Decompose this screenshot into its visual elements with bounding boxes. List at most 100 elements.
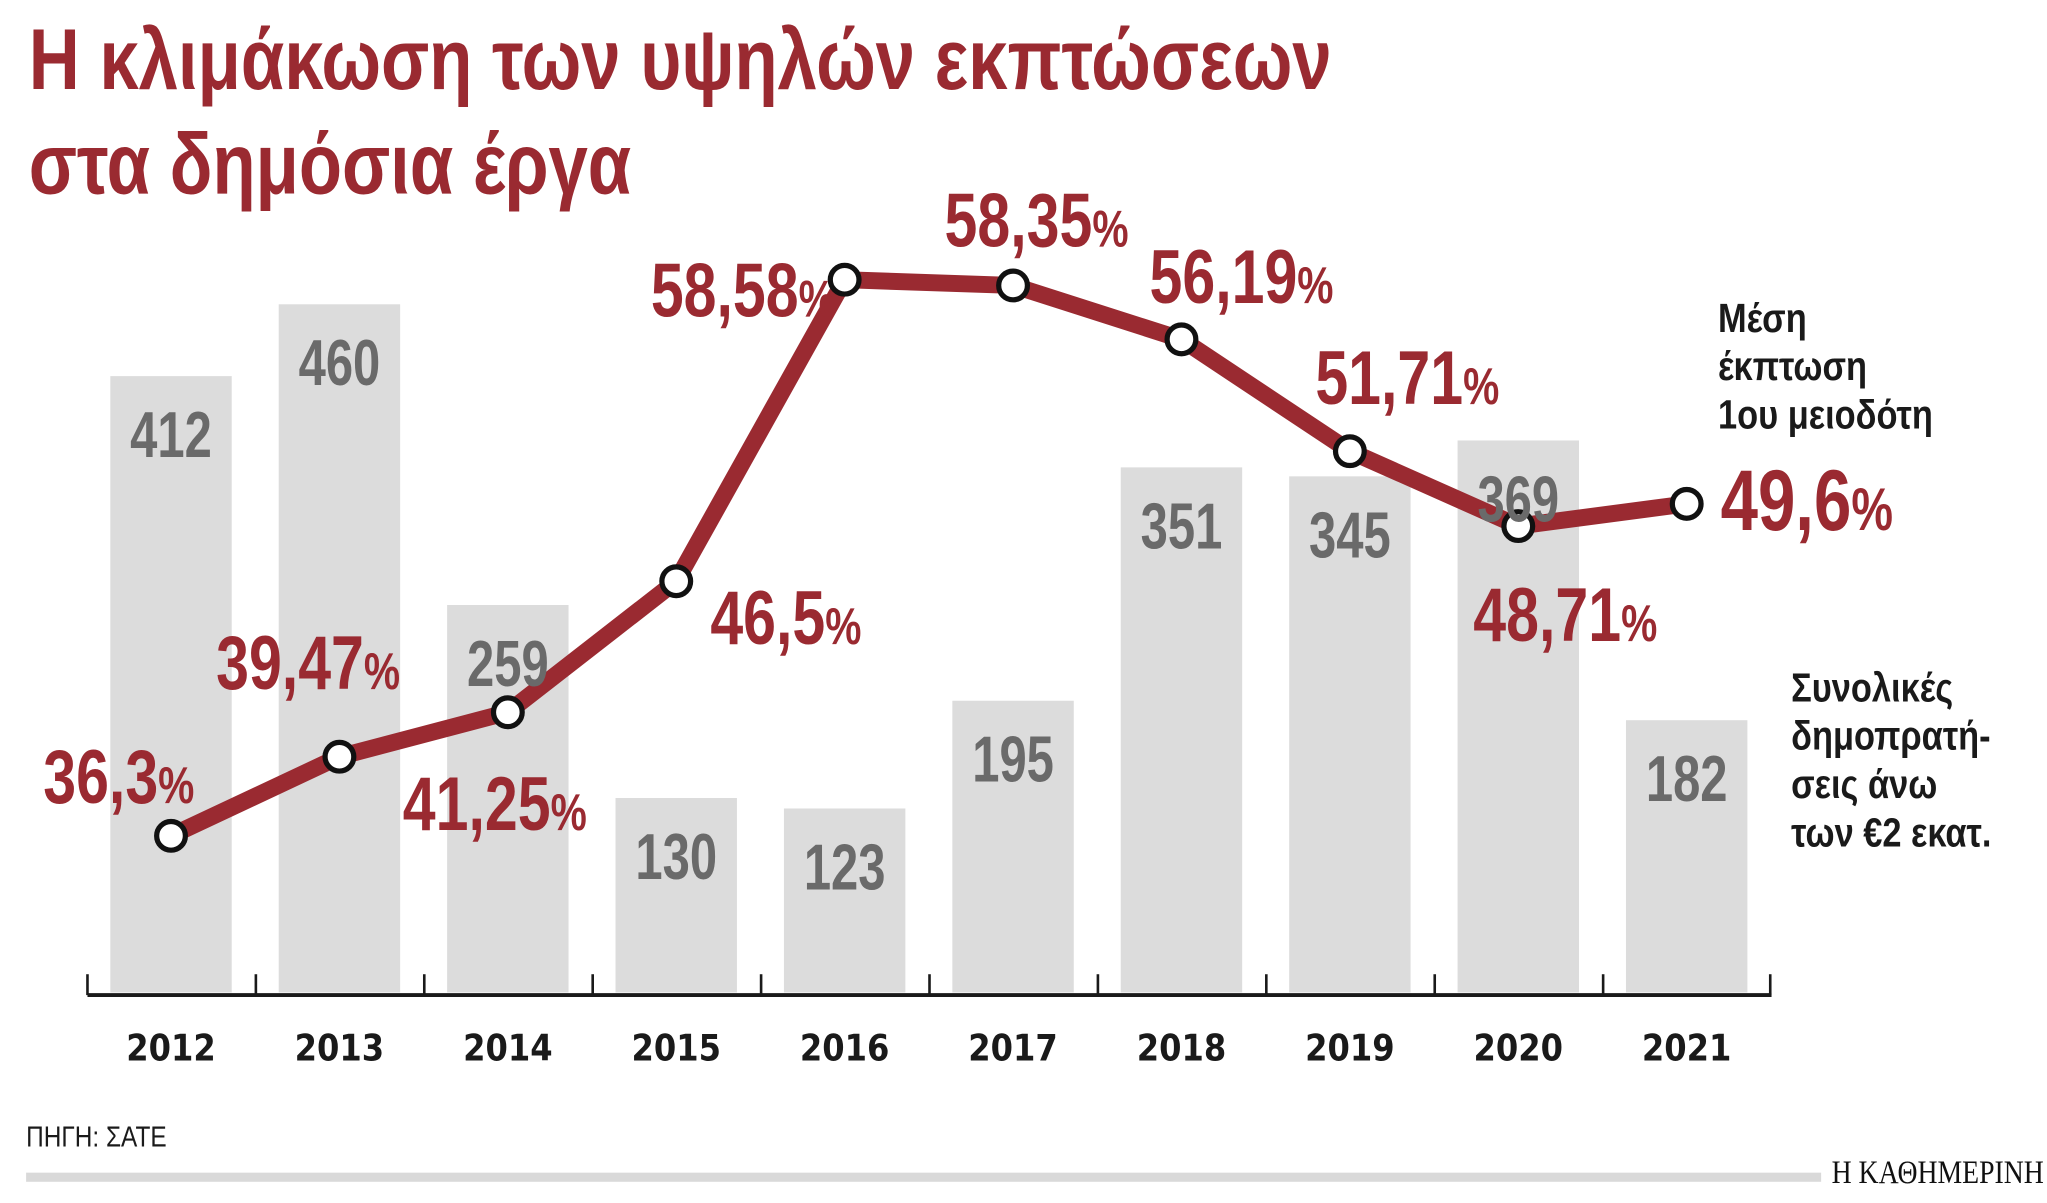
x-tick-label-2020: 2020 (1474, 1027, 1564, 1069)
line-label-2020: 48,71% (1473, 574, 1657, 658)
chart-title: Η κλιμάκωση των υψηλών εκπτώσεων στα δημ… (29, 11, 1332, 212)
bar-label-2012: 412 (130, 399, 212, 471)
line-label-unit: % (1092, 199, 1128, 257)
line-label-2017: 58,35% (945, 179, 1129, 263)
line-marker-2019 (1332, 434, 1367, 469)
bar-label-2021: 182 (1646, 743, 1728, 815)
line-series (154, 262, 1704, 853)
line-label-unit: % (825, 597, 861, 655)
svg-text:36,3%: 36,3% (43, 736, 194, 820)
bar-label-2017: 195 (972, 724, 1054, 796)
x-tick-label-2012: 2012 (126, 1027, 216, 1069)
bar-2017 (952, 700, 1074, 993)
line-marker-2015 (659, 564, 694, 599)
legend-bars: Συνολικές δημοπρατή- σεις άνω των €2 εκα… (1791, 665, 1991, 855)
line-label-2021: 49,6% (1721, 453, 1893, 549)
legend-line-text-3: 1ου μειοδότη (1718, 392, 1933, 437)
x-tick-label-2014: 2014 (463, 1027, 553, 1069)
line-label-value: 39,47 (216, 622, 364, 706)
bar-label-2015: 130 (635, 821, 717, 893)
line-label-2014: 41,25% (403, 763, 587, 847)
line-label-value: 56,19 (1150, 236, 1298, 320)
footer-rule (26, 1172, 1822, 1182)
x-tick-label-2016: 2016 (800, 1027, 890, 1069)
line-label-unit: % (158, 756, 194, 814)
line-label-value: 41,25 (403, 763, 551, 847)
bar-label-2014: 259 (467, 628, 549, 700)
line-label-value: 49,6 (1721, 453, 1852, 549)
line-label-unit: % (1851, 476, 1893, 543)
line-label-2018: 56,19% (1150, 236, 1334, 320)
bar-label-2020: 369 (1477, 464, 1559, 536)
bar-label-2016: 123 (804, 832, 886, 904)
legend-bars-text-4: των €2 εκατ. (1791, 810, 1991, 855)
line-label-value: 58,35 (945, 179, 1093, 263)
line-marker-2021 (1669, 486, 1704, 521)
bar-2018 (1120, 467, 1243, 993)
line-label-value: 58,58 (651, 249, 799, 333)
line-label-value: 36,3 (43, 736, 158, 820)
legend-line-text-2: έκπτωση (1718, 344, 1867, 389)
line-label-unit: % (1621, 594, 1657, 652)
bar-2015 (615, 798, 737, 993)
bar-label-2018: 351 (1141, 491, 1223, 563)
bar-2013 (278, 304, 401, 993)
source-note: ΠΗΓΗ: ΣΑΤΕ (26, 1121, 167, 1153)
legend-bars-text-2: δημοπρατή- (1791, 713, 1991, 758)
svg-text:51,71%: 51,71% (1315, 337, 1499, 421)
line-label-unit: % (799, 269, 835, 327)
x-tick-label-2018: 2018 (1137, 1027, 1227, 1069)
line-label-2012: 36,3% (43, 736, 194, 820)
svg-text:58,35%: 58,35% (945, 179, 1129, 263)
line-label-unit: % (1297, 256, 1333, 314)
bar-2014 (447, 605, 569, 993)
legend-bars-text-1: Συνολικές (1791, 665, 1953, 710)
title-line-1: Η κλιμάκωση των υψηλών εκπτώσεων (29, 11, 1332, 107)
legend-line: Μέση έκπτωση 1ου μειοδότη (1718, 295, 1933, 437)
svg-text:39,47%: 39,47% (216, 622, 400, 706)
bar-label-2019: 345 (1309, 500, 1391, 572)
line-path (167, 271, 1688, 844)
x-tick-label-2019: 2019 (1305, 1027, 1395, 1069)
title-line-2: στα δημόσια έργα (29, 116, 632, 212)
line-marker-2012 (154, 818, 188, 853)
svg-text:48,71%: 48,71% (1473, 574, 1657, 658)
svg-text:58,58%: 58,58% (651, 249, 835, 333)
x-tick-label-2013: 2013 (295, 1027, 385, 1069)
line-label-2016: 58,58% (651, 249, 835, 333)
bar-2019 (1289, 476, 1411, 993)
legend-line-text-1: Μέση (1718, 295, 1807, 340)
svg-text:46,5%: 46,5% (710, 577, 861, 661)
line-marker-2016 (827, 262, 862, 297)
svg-text:56,19%: 56,19% (1150, 236, 1334, 320)
line-label-value: 48,71 (1473, 574, 1621, 658)
x-tick-label-2017: 2017 (968, 1027, 1058, 1069)
line-marker-2020 (1501, 509, 1536, 544)
line-label-unit: % (364, 642, 400, 700)
svg-text:49,6%: 49,6% (1721, 453, 1893, 549)
brand-logo: Η ΚΑΘΗΜΕΡΙΝΗ (1832, 1154, 2044, 1191)
line-label-2013: 39,47% (216, 622, 400, 706)
line-label-unit: % (551, 783, 587, 841)
line-marker-2014 (490, 695, 525, 730)
bars (110, 304, 1748, 993)
line-label-value: 51,71 (1315, 337, 1463, 421)
bar-label-2013: 460 (299, 328, 381, 400)
bar-2012 (110, 376, 232, 993)
x-tick-label-2015: 2015 (631, 1027, 721, 1069)
line-label-unit: % (1463, 357, 1499, 415)
line-label-2015: 46,5% (710, 577, 861, 661)
line-marker-2013 (322, 739, 357, 774)
bar-2016 (783, 808, 906, 993)
line-marker-2018 (1164, 322, 1199, 357)
bar-2021 (1625, 720, 1748, 993)
line-label-value: 46,5 (710, 577, 825, 661)
line-label-2019: 51,71% (1315, 337, 1499, 421)
svg-text:41,25%: 41,25% (403, 763, 587, 847)
x-tick-label-2021: 2021 (1642, 1027, 1732, 1069)
line-marker-2017 (996, 268, 1031, 303)
legend-bars-text-3: σεις άνω (1791, 761, 1937, 806)
x-axis: 2012 2013 2014 2015 2016 2017 2018 2019 2020 2021 (86, 974, 1772, 1070)
